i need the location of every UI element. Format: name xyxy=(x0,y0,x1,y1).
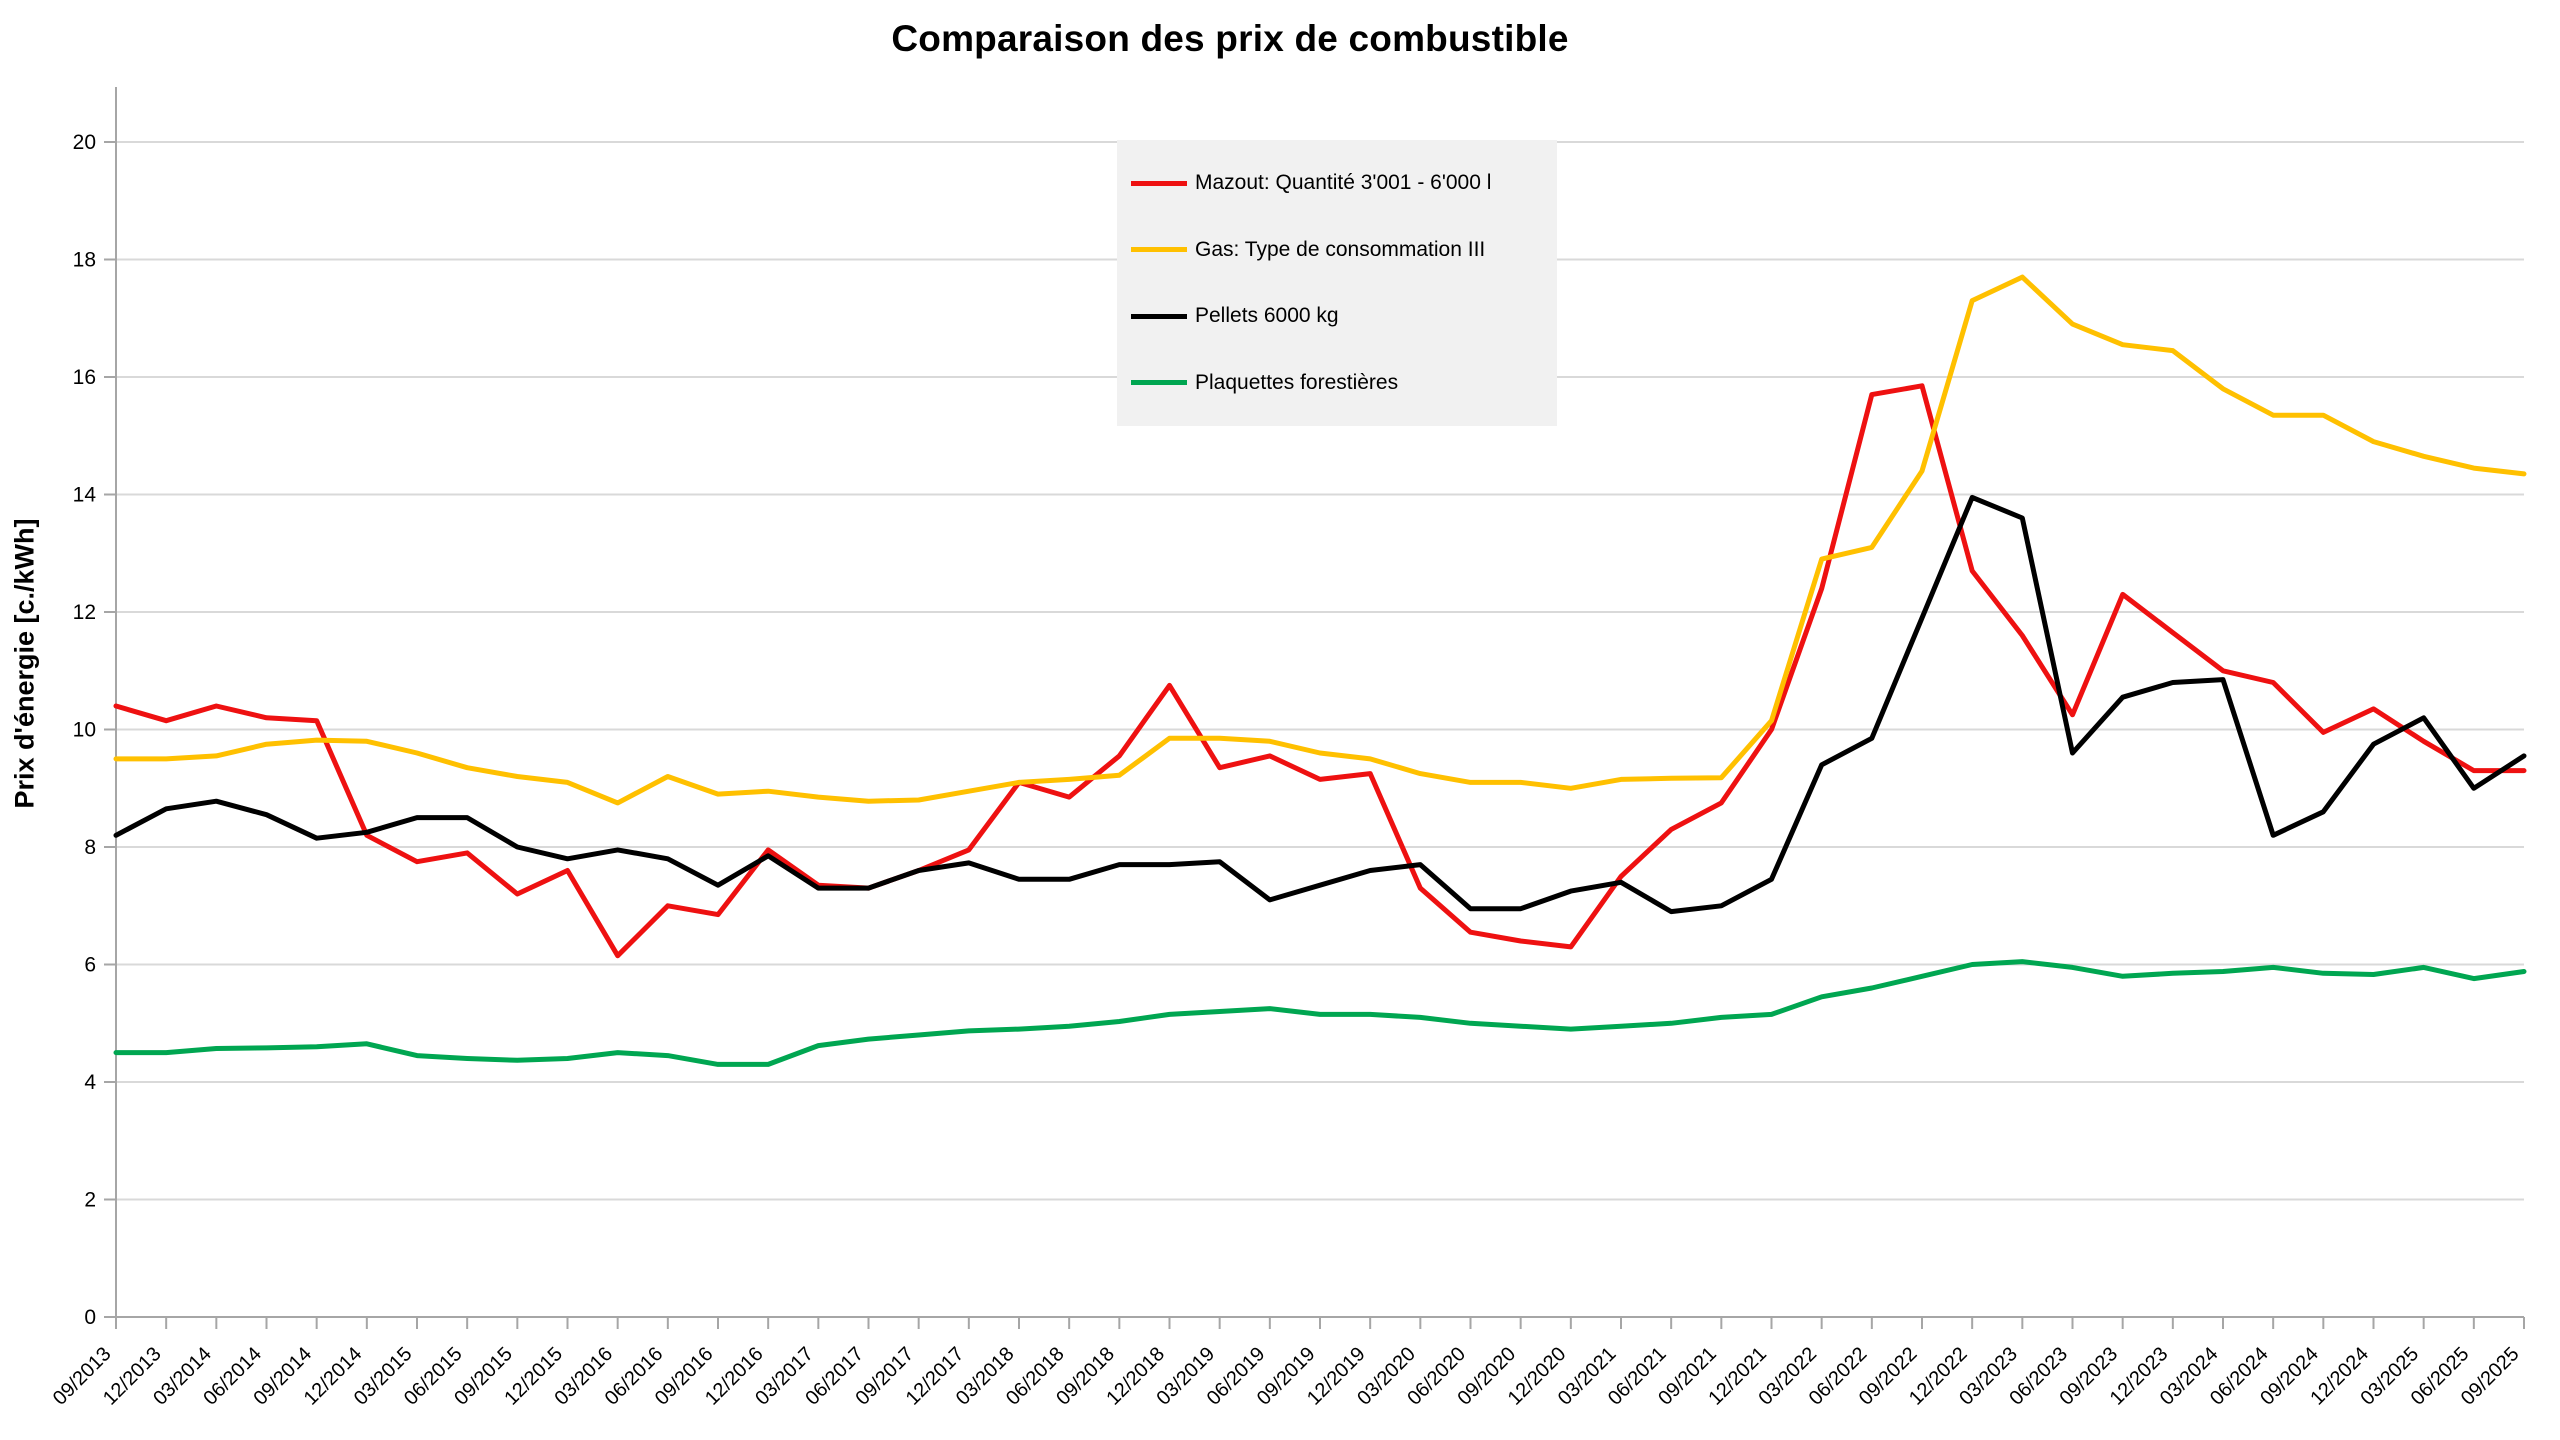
y-tick-label: 4 xyxy=(84,1071,96,1094)
legend-label: Gas: Type de consommation III xyxy=(1195,237,1486,261)
x-axis-tick-labels: 09/201312/201303/201406/201409/201412/20… xyxy=(49,1343,2524,1410)
legend-item: Plaquettes forestières xyxy=(1117,371,1557,395)
series-line-pellets xyxy=(113,494,2527,915)
y-tick-label: 10 xyxy=(73,719,96,742)
series-line-gas xyxy=(113,274,2527,806)
chart-title: Comparaison des prix de combustible xyxy=(891,18,1569,59)
y-tick-label: 16 xyxy=(73,366,96,389)
axes xyxy=(104,87,2525,1329)
series-line-mazout xyxy=(113,383,2527,959)
legend-item: Pellets 6000 kg xyxy=(1117,304,1557,328)
legend-label: Mazout: Quantité 3'001 - 6'000 l xyxy=(1195,171,1492,195)
chart-legend: Mazout: Quantité 3'001 - 6'000 l Gas: Typ… xyxy=(1117,140,1557,426)
legend-line-swatch xyxy=(1131,180,1187,186)
legend-label: Pellets 6000 kg xyxy=(1195,304,1339,328)
y-tick-label: 0 xyxy=(84,1306,96,1329)
y-tick-label: 6 xyxy=(84,954,96,977)
legend-item: Gas: Type de consommation III xyxy=(1117,238,1557,262)
legend-line-swatch xyxy=(1131,247,1187,253)
legend-line-swatch xyxy=(1131,313,1187,319)
y-axis-tick-labels: 0 2 4 6 8 10 12 14 16 18 20 xyxy=(73,131,97,1329)
y-tick-label: 12 xyxy=(73,601,96,624)
y-tick-label: 8 xyxy=(84,836,96,859)
y-tick-label: 14 xyxy=(73,484,97,507)
y-tick-label: 2 xyxy=(84,1189,96,1212)
y-tick-label: 20 xyxy=(73,131,96,154)
legend-item: Mazout: Quantité 3'001 - 6'000 l xyxy=(1117,171,1557,195)
y-tick-label: 18 xyxy=(73,249,96,272)
legend-label: Plaquettes forestières xyxy=(1195,370,1399,394)
series-lines xyxy=(113,274,2527,1067)
legend-line-swatch xyxy=(1131,380,1187,386)
series-line-plaquettes xyxy=(113,959,2527,1067)
